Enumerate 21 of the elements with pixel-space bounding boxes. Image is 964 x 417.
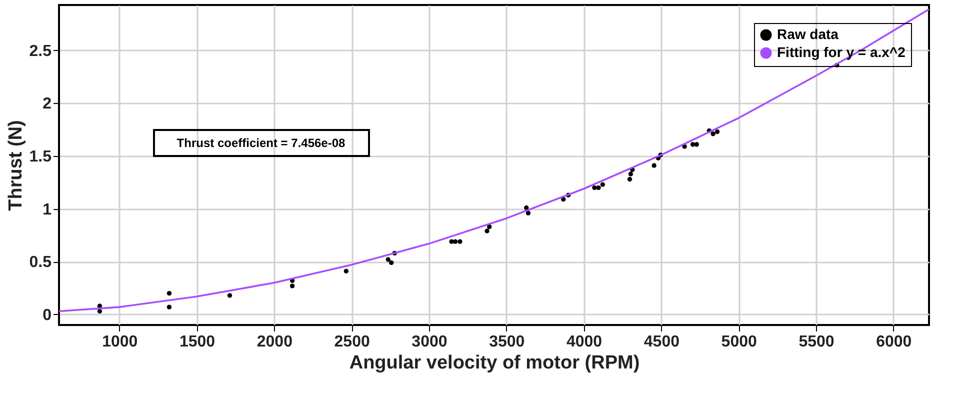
x-tick-label: 5500 <box>798 334 834 350</box>
x-tick-label: 6000 <box>876 334 912 350</box>
y-tick-label: 0.5 <box>29 254 52 272</box>
x-tick-label: 4500 <box>644 334 680 350</box>
x-tick-label: 3500 <box>489 334 525 350</box>
x-axis-title: Angular velocity of motor (RPM) <box>349 352 640 374</box>
x-tick-label: 2500 <box>334 334 370 350</box>
x-tick-label: 4000 <box>566 334 602 350</box>
x-tick-label: 1000 <box>102 334 138 350</box>
y-tick-label: 2 <box>42 96 52 113</box>
x-tick-label: 3000 <box>412 334 448 350</box>
x-tick-label: 5000 <box>721 334 757 350</box>
y-axis-title: Thrust (N) <box>5 120 26 211</box>
y-tick-label: 2.5 <box>29 42 52 60</box>
annotation: Thrust coefficient = 7.456e-08 <box>176 136 346 150</box>
x-tick-label: 2000 <box>256 334 293 350</box>
y-tick-label: 1.5 <box>29 148 52 166</box>
y-tick-label: 1 <box>42 201 52 218</box>
legend-label: Raw data <box>777 26 839 42</box>
y-tick-label: 0 <box>42 306 52 324</box>
x-tick-label: 1500 <box>179 334 216 350</box>
